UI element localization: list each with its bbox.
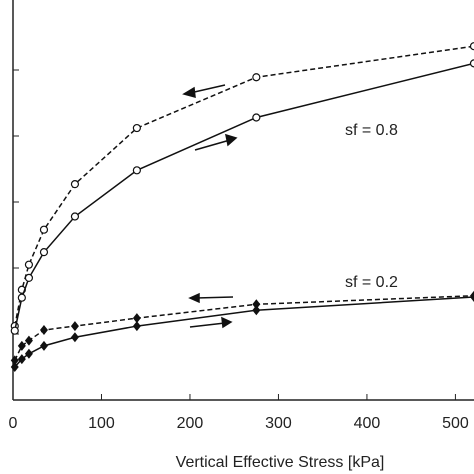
point	[132, 313, 141, 324]
point	[70, 332, 79, 343]
point	[70, 180, 80, 189]
point	[17, 354, 26, 365]
point	[132, 166, 141, 175]
point	[10, 355, 19, 366]
y-axis-ticks	[13, 69, 19, 335]
point	[252, 299, 261, 310]
point	[17, 293, 26, 302]
point	[17, 340, 26, 351]
series-line	[14, 62, 474, 331]
point	[469, 59, 474, 68]
arrows	[182, 84, 238, 329]
x-tick-label: 400	[354, 415, 381, 432]
point	[70, 321, 79, 332]
point	[24, 260, 34, 269]
point	[10, 326, 19, 335]
point	[39, 225, 49, 234]
series-line	[14, 294, 474, 361]
x-tick-label: 0	[9, 415, 18, 432]
x-axis-label: Vertical Effective Stress [kPa]	[176, 454, 385, 471]
point	[39, 325, 48, 336]
point	[39, 248, 49, 257]
point	[470, 292, 474, 303]
point	[469, 42, 474, 51]
point	[252, 73, 261, 82]
series-line	[14, 296, 474, 368]
x-tick-label: 500	[442, 415, 469, 432]
point	[70, 212, 80, 221]
x-tick-label: 200	[177, 415, 204, 432]
point	[10, 361, 19, 372]
point	[24, 348, 33, 359]
point	[252, 113, 261, 122]
x-tick-label: 100	[88, 415, 115, 432]
point	[24, 335, 33, 346]
point	[132, 321, 141, 332]
point	[132, 123, 141, 133]
series-line	[14, 45, 474, 327]
x-tick-label: 300	[265, 415, 292, 432]
annotation: sf = 0.8	[345, 122, 398, 139]
point	[252, 305, 261, 316]
point	[24, 273, 34, 282]
point	[39, 340, 48, 351]
annotation: sf = 0.2	[345, 274, 398, 291]
